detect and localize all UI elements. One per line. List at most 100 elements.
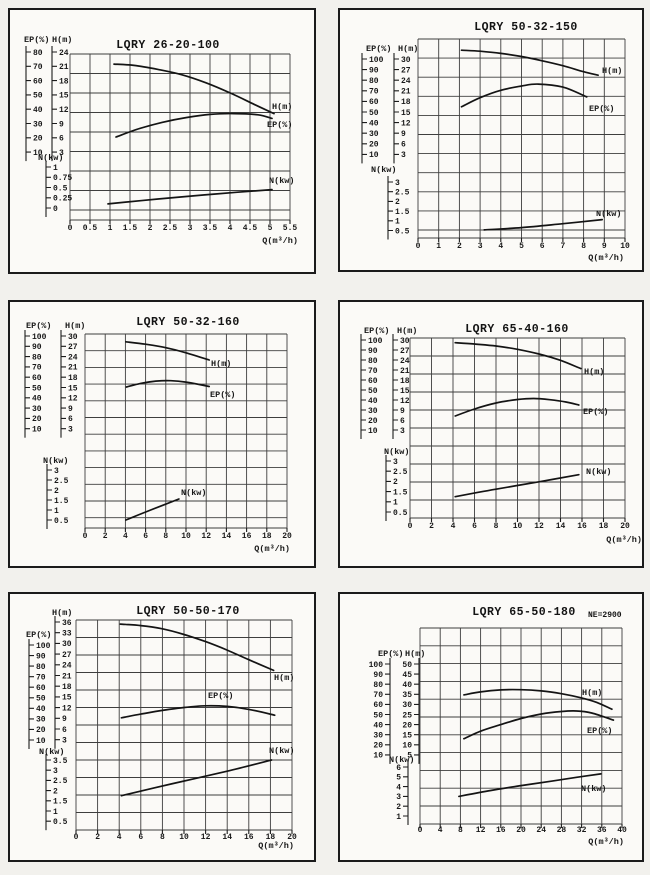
label: 6 (400, 417, 405, 426)
label: 25 (402, 711, 412, 720)
label: 40 (617, 826, 627, 835)
label: 9 (59, 120, 64, 129)
label: 4.5 (243, 224, 258, 233)
label: EP(%) (210, 390, 236, 400)
label: EP(%) (378, 649, 404, 659)
label: 3 (59, 149, 64, 158)
label: EP(%) (267, 120, 293, 130)
curve-ep (115, 112, 273, 138)
label: H(m) (582, 688, 602, 698)
label: 15 (59, 92, 69, 101)
label: 2.5 (393, 468, 408, 477)
label: 40 (373, 721, 383, 730)
label: 12 (68, 395, 78, 404)
label: 10 (33, 149, 43, 158)
label: 100 (369, 56, 384, 65)
label: 3.5 (53, 757, 68, 766)
label: 30 (373, 732, 383, 741)
x-axis-ticks (75, 830, 293, 834)
label: 12 (401, 119, 411, 128)
label: N(kw) (43, 456, 69, 466)
pump-curve-canvas: 0 4 8 12 16 20 24 28 32 36 40Q(m³/h)10090807060504… (369, 627, 627, 847)
curve-h (119, 623, 275, 672)
label: 0.5 (54, 517, 69, 526)
label: 18 (266, 833, 276, 842)
label: 90 (373, 671, 383, 680)
label: 4 (123, 532, 128, 541)
label: 4 (438, 826, 443, 835)
label: 1 (393, 499, 398, 508)
label: 1.5 (393, 488, 408, 497)
label: H(m) (602, 66, 622, 76)
label: 24 (68, 353, 78, 362)
label: 8 (163, 532, 168, 541)
chart-title: LQRY 26-20-100 (116, 39, 220, 52)
label: 27 (401, 66, 411, 75)
label: N(kw) (581, 784, 607, 794)
label: 6 (143, 532, 148, 541)
curve-n (125, 498, 180, 521)
speed-note: NE=2900 (588, 611, 622, 620)
label: 2 (393, 478, 398, 487)
curve-h (460, 49, 599, 77)
label: 6 (68, 415, 73, 424)
label: 18 (62, 683, 72, 692)
label: N(kw) (596, 209, 622, 219)
label: 40 (32, 395, 42, 404)
label: 12 (201, 833, 211, 842)
label: 60 (373, 701, 383, 710)
chart-title: LQRY 50-50-170 (136, 605, 240, 618)
label: 80 (368, 357, 378, 366)
label: 24 (536, 826, 546, 835)
label: 21 (400, 367, 410, 376)
label: 20 (282, 532, 292, 541)
pump-curve-canvas: 0 1 2 3 4 5 6 7 8 9 10Q(m³/h)100908070605040302010… (361, 38, 630, 263)
label: 2.5 (163, 224, 178, 233)
label: 80 (36, 663, 46, 672)
label: H(m) (211, 359, 231, 369)
chart-title: LQRY 65-50-180 (472, 606, 576, 619)
grid-lines (419, 627, 623, 825)
curve-n (120, 759, 273, 797)
label: H(m) (52, 35, 72, 45)
pump-curve-canvas: 0 0.5 1 1.5 2 2.5 3 3.5 4 4.5 5 5.5Q(m³/h)807060504… (24, 35, 298, 246)
label: 6 (472, 522, 477, 531)
curve-n (483, 218, 604, 231)
y-scale-ticks-ep (26, 51, 31, 153)
label: 15 (400, 387, 410, 396)
x-axis-ticks (409, 518, 626, 522)
label: 10 (373, 752, 383, 761)
label: 10 (513, 522, 523, 531)
label: 0 (418, 826, 423, 835)
label: 3 (62, 737, 67, 746)
label: EP(%) (24, 35, 50, 45)
label: 24 (401, 77, 411, 86)
label: 1.5 (54, 497, 69, 506)
label: 100 (32, 333, 47, 342)
label: 18 (59, 77, 69, 86)
label: H(m) (272, 102, 292, 112)
curve-ep (125, 379, 211, 388)
label: 14 (222, 532, 232, 541)
label: 6 (540, 242, 545, 251)
label: 27 (400, 347, 410, 356)
label: 8 (160, 833, 165, 842)
label: 12 (59, 106, 69, 115)
label: 16 (496, 826, 506, 835)
label: 9 (602, 242, 607, 251)
y-scale-ticks-h (394, 58, 399, 155)
label: H(m) (274, 673, 294, 683)
label: 27 (68, 343, 78, 352)
label: 80 (373, 681, 383, 690)
label: 0.5 (53, 184, 68, 193)
label: 8 (458, 826, 463, 835)
label: 60 (32, 374, 42, 383)
label: 20 (32, 415, 42, 424)
label: 90 (369, 66, 379, 75)
label: 80 (369, 77, 379, 86)
label: Q(m³/h) (606, 535, 642, 545)
label: 0.75 (53, 174, 72, 183)
label: 30 (33, 120, 43, 129)
label: H(m) (398, 44, 418, 54)
y-scale-ticks-ep (29, 644, 34, 741)
